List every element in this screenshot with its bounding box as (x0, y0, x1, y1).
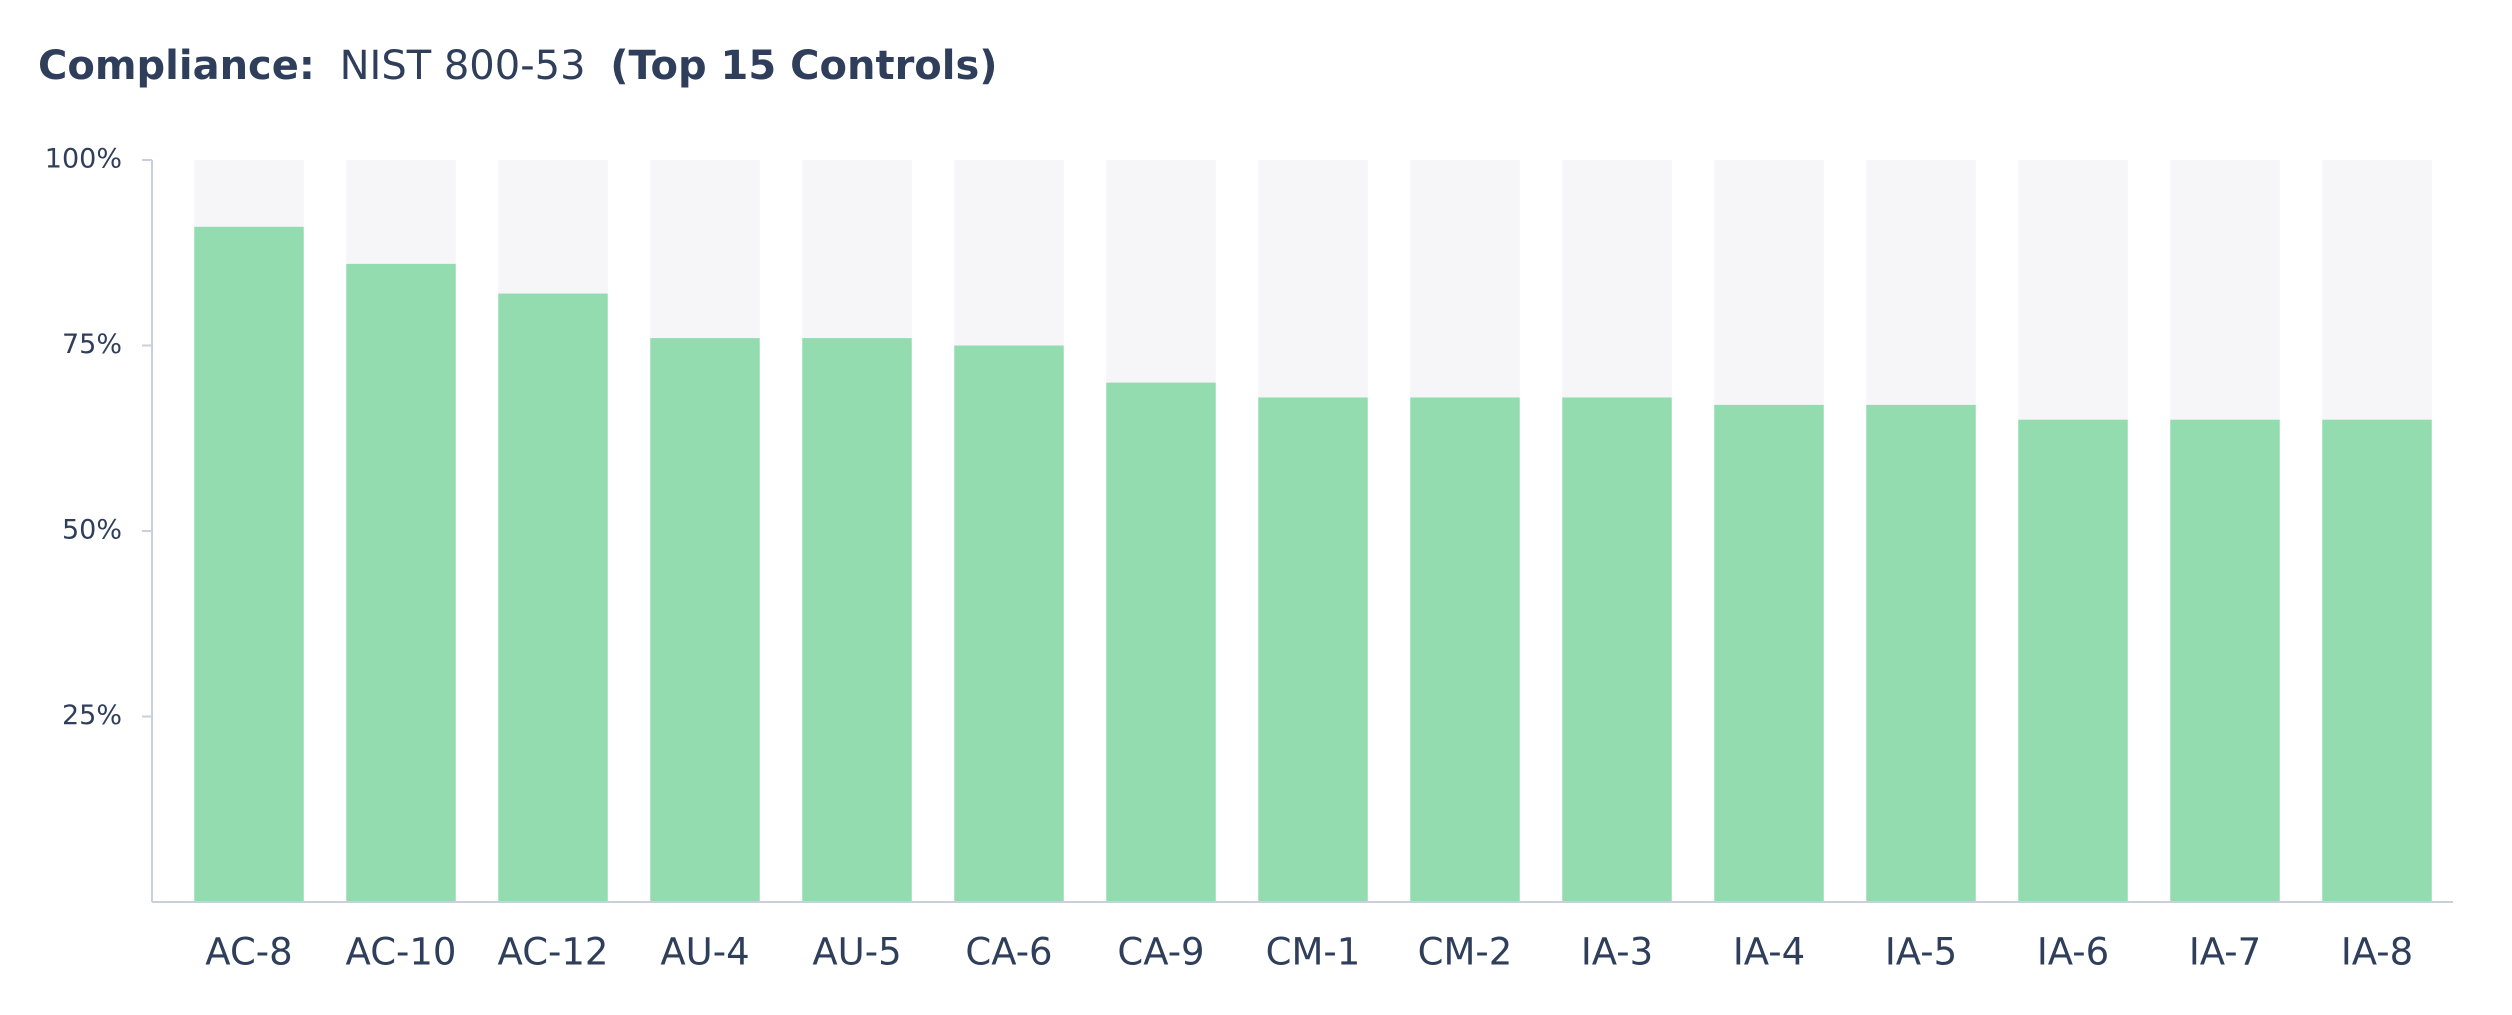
x-tick-label: IA-7 (2189, 931, 2261, 974)
bar (1258, 397, 1368, 902)
bar (498, 293, 608, 902)
title-part: (Top 15 Controls) (610, 43, 997, 89)
bar (194, 226, 304, 902)
x-tick-label: AC-8 (205, 931, 292, 974)
chart-title: Compliance: NIST 800-53 (Top 15 Controls… (38, 43, 998, 89)
x-tick-label: CA-9 (1117, 931, 1204, 974)
x-tick-label: CM-1 (1266, 931, 1361, 974)
bar (1562, 397, 1672, 902)
x-tick-label: IA-6 (2037, 931, 2109, 974)
bar (1866, 404, 1976, 902)
y-tick-label: 25% (62, 700, 122, 731)
x-tick-label: IA-4 (1733, 931, 1805, 974)
x-tick-label: AU-4 (660, 931, 749, 974)
bar (954, 345, 1064, 902)
bar (650, 338, 760, 903)
title-part: Compliance: (38, 43, 315, 89)
y-tick-label: 100% (45, 144, 122, 175)
bar (2018, 419, 2128, 902)
bar (1714, 404, 1824, 902)
x-tick-label: IA-8 (2341, 931, 2413, 974)
x-tick-label: IA-5 (1885, 931, 1957, 974)
x-tick-label: IA-3 (1581, 931, 1653, 974)
bar (802, 338, 912, 903)
bar (2170, 419, 2280, 902)
bar (346, 263, 456, 902)
title-part: NIST 800-53 (340, 43, 586, 89)
y-tick-label: 75% (62, 329, 122, 360)
x-tick-label: AC-10 (346, 931, 457, 974)
x-tick-label: AC-12 (498, 931, 609, 974)
bar (2322, 419, 2432, 902)
bar (1106, 382, 1216, 903)
y-tick-label: 50% (62, 515, 122, 546)
x-tick-label: AU-5 (812, 931, 901, 974)
x-tick-label: CM-2 (1418, 931, 1513, 974)
bar (1410, 397, 1520, 902)
x-tick-label: CA-6 (965, 931, 1052, 974)
